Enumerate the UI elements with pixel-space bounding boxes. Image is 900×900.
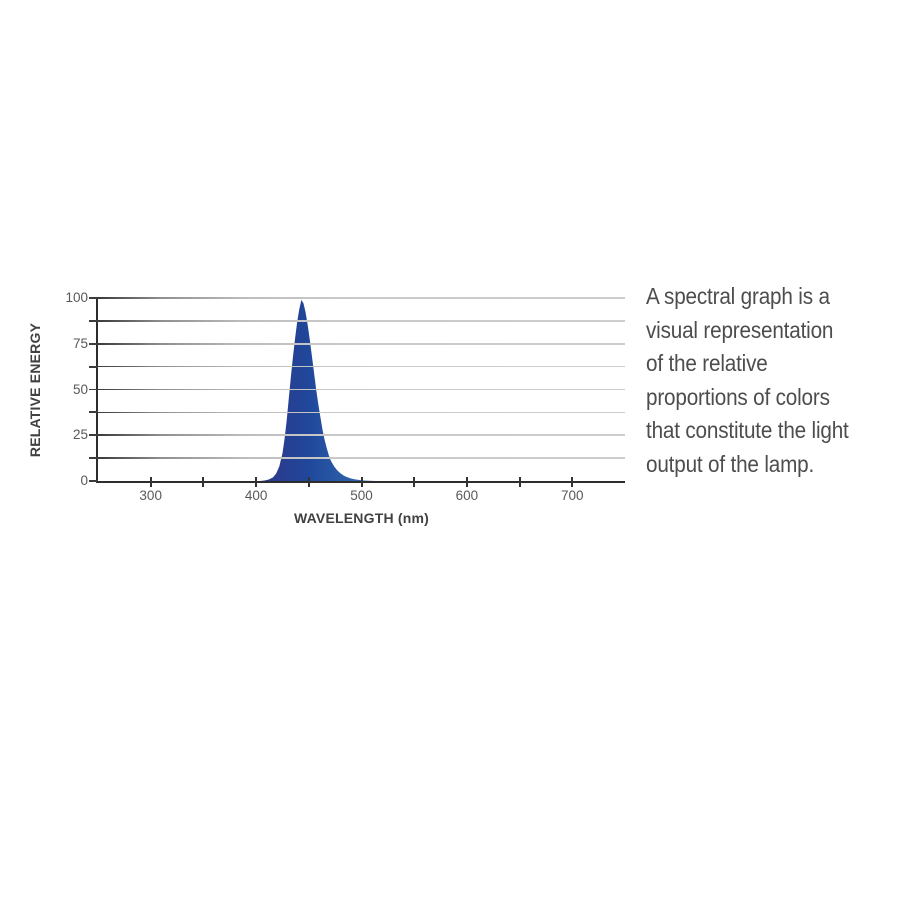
spectrum-peak: [260, 299, 377, 481]
y-gridline: [98, 320, 625, 322]
y-gridline: [98, 388, 625, 391]
y-axis-tick: [89, 297, 98, 299]
y-tick-label: 0: [80, 473, 88, 488]
y-axis-tick: [89, 365, 98, 368]
description-line: proportions of colors: [646, 383, 830, 410]
x-axis-tick: [413, 477, 416, 487]
y-gridline: [98, 297, 625, 299]
x-axis-title: WAVELENGTH (nm): [294, 510, 429, 526]
y-tick-label: 100: [65, 290, 88, 305]
description-line: output of the lamp.: [646, 450, 815, 477]
y-gridline: [98, 457, 625, 459]
plot-area: 0 25 50 75 100 300 400 500 600 700 RELATIVE ENERG…: [27, 290, 625, 526]
x-tick-label: 400: [244, 488, 268, 503]
y-gridline: [98, 434, 625, 437]
description-line: that constitute the light: [646, 417, 849, 443]
x-axis-tick: [571, 477, 574, 487]
description-text: A spectral graph is a visual representat…: [646, 280, 849, 481]
description-line: of the relative: [646, 350, 768, 376]
y-gridline: [98, 411, 625, 414]
x-axis-tick: [307, 477, 310, 487]
y-tick-label: 75: [72, 335, 88, 351]
x-tick-label: 600: [455, 488, 479, 503]
x-tick-label: 500: [350, 488, 373, 503]
description-line: visual representation: [646, 316, 834, 343]
y-tick-label: 50: [72, 381, 88, 397]
y-gridline: [98, 365, 625, 368]
y-axis-tick: [89, 480, 98, 482]
description-line: A spectral graph is a: [646, 283, 830, 309]
y-axis-tick: [89, 434, 98, 437]
x-tick-label: 700: [561, 488, 584, 503]
plot-inner: 0 25 50 75 100 300 400 500 600 700: [65, 290, 625, 503]
y-axis-tick: [89, 388, 98, 391]
y-axis-title: RELATIVE ENERGY: [22, 298, 48, 481]
x-axis-tick: [518, 477, 521, 487]
x-axis-tick: [149, 477, 152, 487]
y-axis-title-text: RELATIVE ENERGY: [27, 322, 44, 457]
x-tick-label: 300: [139, 488, 162, 503]
x-axis-tick: [465, 477, 468, 487]
x-axis-tick: [202, 477, 205, 487]
y-axis-tick: [89, 457, 98, 460]
y-axis-tick: [89, 319, 98, 322]
x-axis-tick: [255, 477, 258, 487]
y-gridline: [98, 342, 625, 345]
x-axis-tick: [360, 477, 363, 487]
y-axis-tick: [89, 411, 98, 414]
y-axis-tick: [89, 342, 98, 345]
y-tick-label: 25: [72, 427, 88, 443]
